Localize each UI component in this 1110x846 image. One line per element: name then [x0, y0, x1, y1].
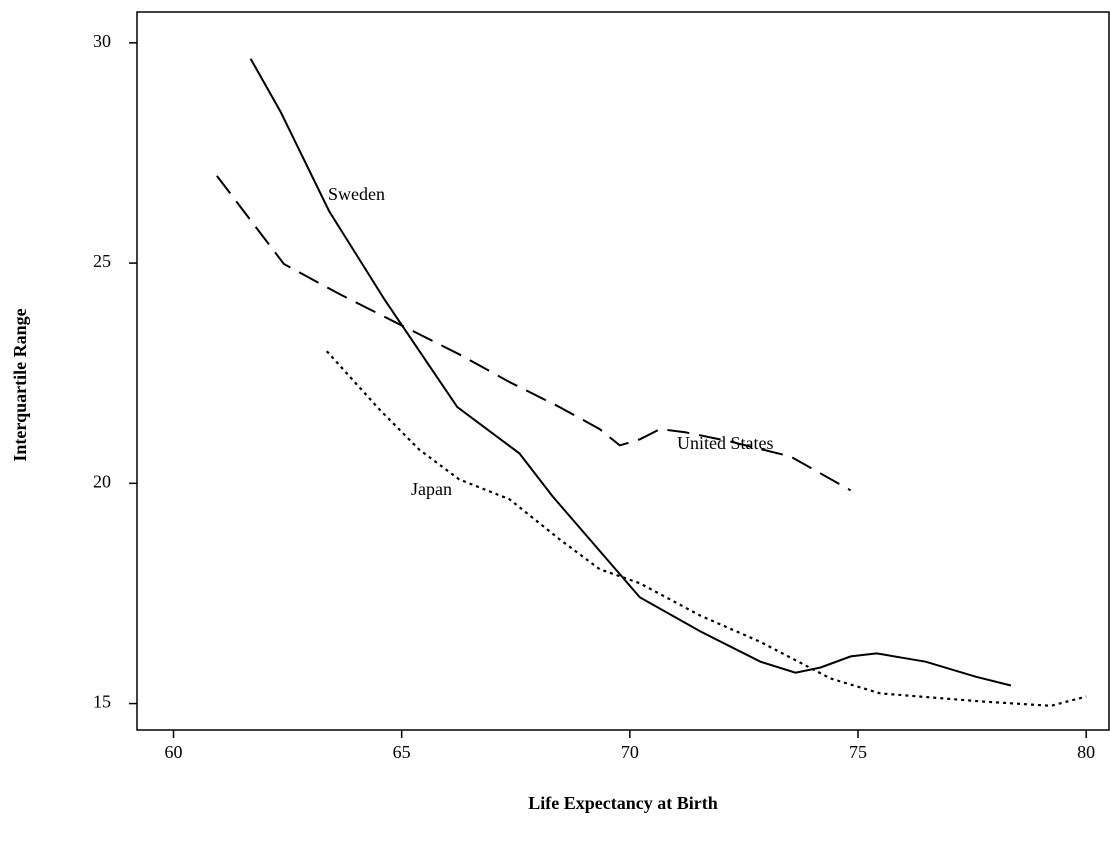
y-tick-label: 25 [93, 251, 111, 271]
plot-frame [136, 11, 1110, 731]
x-tick-label: 80 [1077, 742, 1095, 762]
series-line [325, 350, 1087, 707]
y-tick-label: 20 [93, 471, 111, 491]
annotation: United States [677, 433, 774, 453]
x-tick-label: 75 [849, 742, 867, 762]
annotation: Sweden [328, 184, 385, 204]
y-axis-title: Interquartile Range [10, 308, 30, 461]
x-tick-label: 70 [621, 742, 639, 762]
annotation: Japan [411, 479, 452, 499]
series-line [216, 175, 852, 492]
y-tick-label: 15 [93, 692, 111, 712]
y-tick-label: 30 [93, 31, 111, 51]
series-line [249, 58, 1012, 687]
x-tick-label: 65 [393, 742, 411, 762]
x-axis-title: Life Expectancy at Birth [528, 793, 717, 813]
x-tick-label: 60 [165, 742, 183, 762]
